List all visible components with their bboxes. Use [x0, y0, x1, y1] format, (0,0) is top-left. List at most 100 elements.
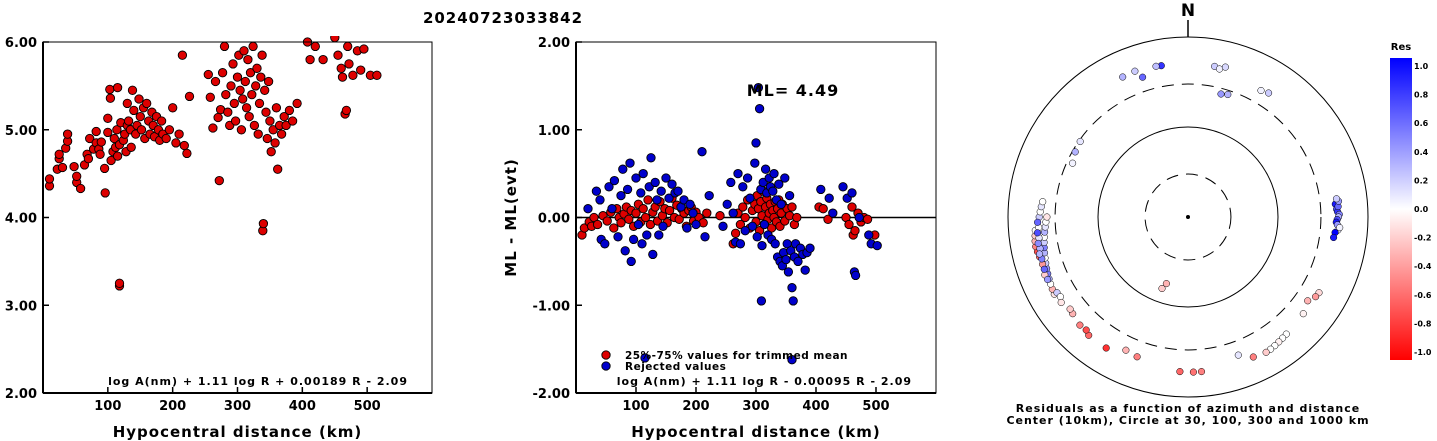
rejected-point: [600, 239, 610, 249]
station-point: [1133, 353, 1141, 361]
data-point: [252, 63, 262, 73]
station-point: [1330, 233, 1338, 242]
data-point: [343, 41, 353, 52]
rejected-point: [583, 204, 593, 214]
data-point: [862, 214, 873, 224]
station-point: [1152, 62, 1160, 70]
rejected-point: [682, 223, 692, 233]
formula-text: log A(nm) + 1.11 log R - 0.00095 R - 2.0…: [617, 375, 912, 388]
legend-marker: [601, 350, 611, 360]
data-point: [674, 214, 684, 224]
azimuth-polar-plot: N Residuals as a function of azimuth and …: [1006, 1, 1368, 427]
rejected-point: [872, 240, 882, 251]
colorbar-gradient: [1390, 58, 1412, 360]
x-tick-label: 100: [94, 399, 121, 414]
legend-label: Rejected values: [625, 361, 726, 373]
rejected-point: [838, 182, 848, 192]
station-point: [1040, 265, 1048, 273]
rejected-point: [688, 208, 698, 218]
rejected-point: [697, 147, 707, 157]
x-tick-label: 200: [682, 399, 709, 414]
rejected-point: [613, 232, 623, 242]
data-point: [266, 147, 276, 157]
data-point: [823, 214, 833, 224]
rejected-point: [650, 177, 660, 188]
colorbar-label: 0.0: [1414, 205, 1429, 214]
data-point: [241, 103, 252, 113]
rejected-point: [793, 256, 803, 267]
station-point: [1249, 353, 1257, 361]
data-point: [273, 164, 283, 174]
data-point: [142, 98, 152, 109]
data-point: [232, 72, 243, 82]
circle-100km: [1097, 126, 1279, 308]
data-point: [305, 54, 315, 65]
data-point: [182, 148, 192, 159]
data-point: [112, 151, 123, 161]
data-point: [624, 214, 634, 224]
y-tick-label: 5.00: [5, 124, 37, 139]
data-point: [72, 171, 82, 181]
data-point: [359, 44, 369, 54]
data-point: [631, 208, 641, 218]
y-tick-label: 1.00: [538, 124, 570, 139]
data-point: [850, 226, 860, 236]
data-point: [127, 85, 138, 95]
data-point: [664, 205, 675, 216]
rejected-point: [824, 193, 834, 203]
epicenter-dot: [1186, 215, 1190, 219]
station-point: [1033, 229, 1042, 237]
rejected-point: [685, 199, 695, 209]
data-point: [229, 98, 239, 109]
circle-300km: [1054, 83, 1322, 351]
station-point: [1122, 346, 1130, 354]
rejected-point: [745, 193, 755, 203]
data-point: [122, 98, 132, 109]
station-point: [1076, 137, 1084, 146]
rejected-point: [652, 195, 662, 205]
y-tick-label: -1.00: [533, 299, 570, 314]
station-point: [1189, 368, 1197, 376]
data-point: [83, 154, 94, 164]
data-point: [219, 41, 230, 52]
rejected-point: [788, 296, 798, 306]
y-axis-label: ML - ML(evt): [502, 158, 520, 276]
rejected-point: [722, 199, 732, 209]
data-point: [243, 54, 253, 65]
rejected-point: [618, 164, 628, 174]
data-point: [214, 175, 224, 186]
rejected-point: [620, 246, 630, 256]
station-point: [1071, 148, 1079, 156]
rejected-point: [760, 164, 771, 174]
data-point: [244, 111, 254, 122]
station-point: [1082, 326, 1090, 334]
data-point: [174, 129, 184, 139]
station-point: [1215, 65, 1224, 73]
data-point: [643, 195, 653, 205]
data-point: [54, 149, 64, 159]
rejected-point: [770, 239, 780, 249]
legend-label: 25%-75% values for trimmed mean: [625, 350, 848, 362]
data-point: [247, 89, 257, 100]
x-tick-label: 400: [289, 399, 316, 414]
x-tick-label: 300: [742, 399, 769, 414]
rejected-point: [781, 254, 791, 265]
y-tick-label: 6.00: [5, 36, 37, 51]
rejected-point: [735, 239, 746, 249]
x-tick-label: 100: [622, 399, 649, 414]
station-point: [1056, 293, 1064, 301]
station-point: [1034, 239, 1042, 247]
station-point: [1234, 351, 1242, 359]
rejected-point: [738, 182, 748, 192]
data-point: [184, 91, 195, 102]
colorbar-label: 0.6: [1414, 119, 1429, 128]
y-tick-label: 2.00: [538, 36, 570, 51]
data-point: [702, 208, 712, 218]
data-point: [249, 120, 260, 131]
data-point: [62, 129, 73, 139]
station-point: [1102, 344, 1110, 352]
station-point: [1197, 368, 1206, 376]
station-point: [1057, 298, 1065, 307]
station-point: [1036, 250, 1044, 258]
data-point: [792, 212, 802, 223]
